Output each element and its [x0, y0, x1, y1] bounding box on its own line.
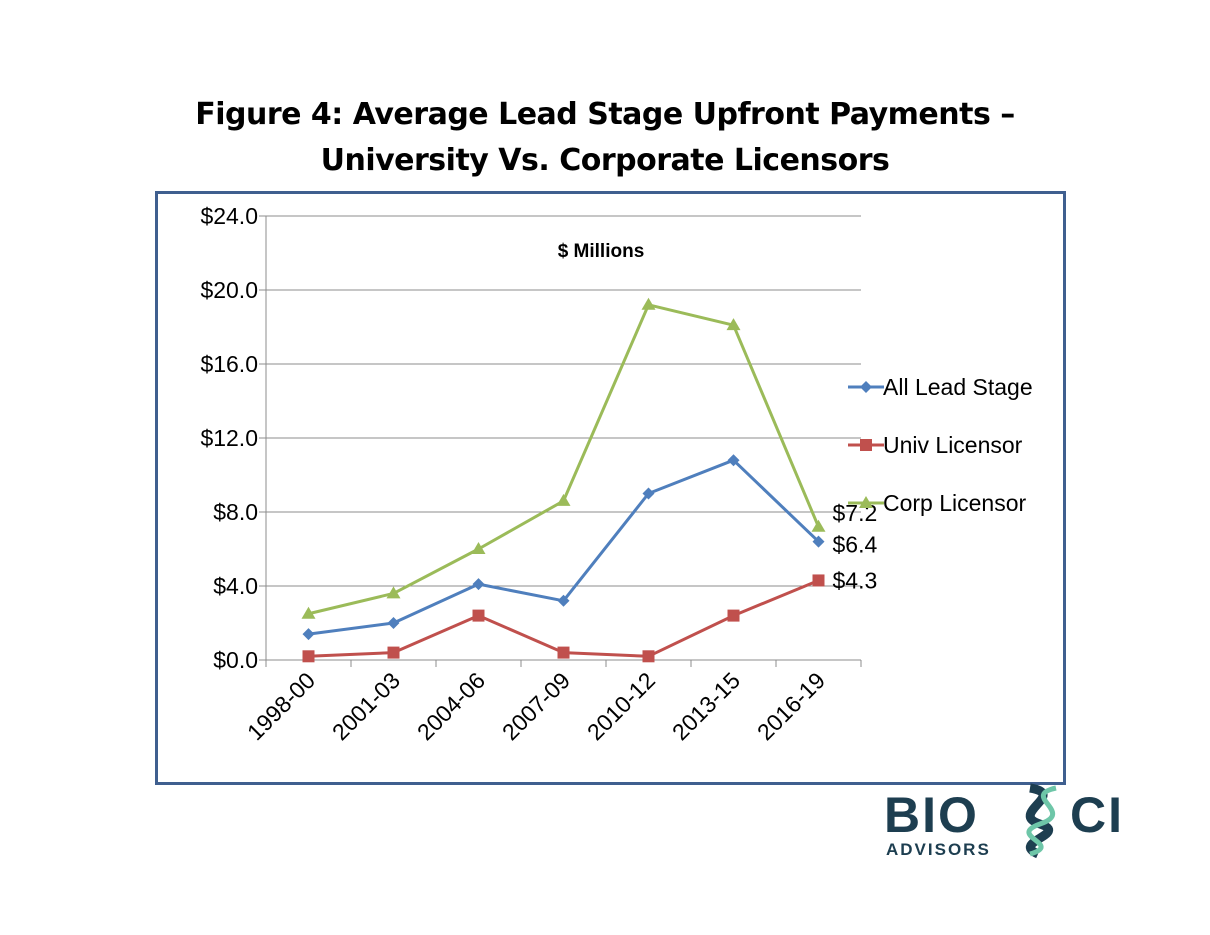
legend-item: All Lead Stage — [848, 374, 1033, 400]
series: $6.4$4.3$7.2 — [301, 297, 878, 663]
data-point — [471, 542, 486, 554]
data-point — [472, 578, 485, 591]
data-point — [727, 454, 740, 467]
gridlines — [266, 215, 861, 587]
data-point — [641, 297, 656, 310]
series-line-all-lead-stage — [308, 458, 820, 636]
chart-title: Figure 4: Average Lead Stage Upfront Pay… — [0, 92, 1210, 184]
data-point — [387, 646, 400, 659]
legend: All Lead Stage Univ Licensor Corp Licensor — [848, 374, 1033, 516]
x-tick-label: 1998-00 — [242, 667, 320, 745]
y-tick-label: $4.0 — [213, 573, 258, 599]
y-tick-label: $12.0 — [200, 425, 258, 451]
chart-title-line-2: University Vs. Corporate Licensors — [320, 143, 890, 178]
series-line-univ-licensor — [308, 579, 820, 658]
data-point — [301, 606, 316, 619]
data-label: $6.4 — [833, 532, 878, 558]
data-label: $4.3 — [833, 567, 878, 593]
y-tick-label: $20.0 — [200, 277, 258, 303]
series-line-corp-licensor — [308, 303, 820, 616]
logo-text-ci: CI — [1070, 787, 1124, 843]
data-point — [556, 493, 571, 506]
data-point — [812, 574, 825, 587]
dna-helix-icon — [1025, 783, 1057, 859]
data-point — [472, 609, 485, 622]
data-point — [387, 617, 400, 629]
data-point — [642, 650, 655, 663]
data-point — [812, 535, 825, 548]
y-tick-label: $16.0 — [200, 351, 258, 377]
x-tick-label: 2004-06 — [412, 667, 490, 745]
data-point — [302, 628, 315, 641]
biosci-advisors-logo: BIO CI ADVISORS — [884, 783, 1124, 859]
legend-item: Corp Licensor — [848, 490, 1027, 516]
data-point — [557, 594, 570, 607]
data-point — [302, 650, 315, 663]
units-annotation: $ Millions — [558, 241, 645, 262]
legend-label: All Lead Stage — [883, 374, 1033, 400]
y-tick-label: $24.0 — [200, 203, 258, 229]
legend-label: Univ Licensor — [883, 432, 1023, 458]
data-point — [727, 609, 740, 622]
y-tick-label: $8.0 — [213, 499, 258, 525]
logo-text-bio: BIO — [884, 787, 979, 843]
data-point — [642, 487, 655, 500]
x-tick-label: 2007-09 — [497, 667, 575, 745]
legend-label: Corp Licensor — [883, 490, 1027, 516]
x-tick-label: 2001-03 — [327, 667, 405, 745]
logo-tagline: ADVISORS — [886, 840, 991, 859]
x-tick-label: 2016-19 — [752, 667, 830, 745]
legend-item: Univ Licensor — [848, 432, 1023, 458]
data-point — [386, 586, 401, 599]
chart-title-line-1: Figure 4: Average Lead Stage Upfront Pay… — [195, 97, 1015, 132]
data-point — [726, 318, 741, 331]
legend-marker — [860, 439, 872, 451]
data-point — [811, 519, 826, 532]
chart-frame — [155, 191, 1066, 785]
data-point — [557, 646, 570, 659]
x-tick-label: 2010-12 — [582, 667, 660, 745]
legend-marker — [860, 381, 872, 393]
x-tick-label: 2013-15 — [667, 667, 745, 745]
y-tick-label: $0.0 — [213, 647, 258, 673]
legend-marker — [859, 496, 873, 508]
